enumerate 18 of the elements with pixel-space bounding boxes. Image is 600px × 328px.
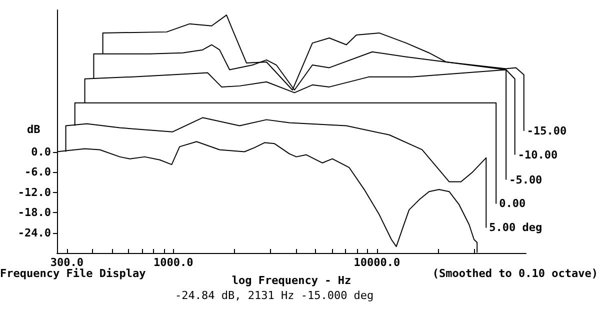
- series-label: 5.00 deg: [489, 221, 542, 234]
- x-tick-label: 1000.0: [154, 256, 194, 269]
- x-tick-label: 300.0: [50, 256, 84, 269]
- y-axis-title: dB: [27, 122, 41, 136]
- x-axis-title: log Frequency - Hz: [232, 274, 352, 287]
- text: (Smoothed to 0.10 octave): [432, 267, 598, 280]
- text: Frequency File Display: [0, 267, 146, 280]
- y-tick-label: -6.0: [24, 166, 51, 178]
- y-tick-label: 0.0: [31, 145, 51, 158]
- series-label: 0.00: [499, 197, 526, 210]
- y-tick-label: -12.0: [18, 186, 51, 199]
- y-tick-label: -24.0: [18, 226, 51, 240]
- series-label: -10.00: [518, 148, 558, 162]
- series-label: -5.00: [509, 173, 542, 186]
- y-tick-label: -18.0: [18, 206, 51, 219]
- text: -24.84 dB, 2131 Hz -15.000 deg: [175, 289, 374, 302]
- series-label: -15.00: [526, 124, 567, 138]
- x-tick-label: 10000.0: [354, 256, 400, 269]
